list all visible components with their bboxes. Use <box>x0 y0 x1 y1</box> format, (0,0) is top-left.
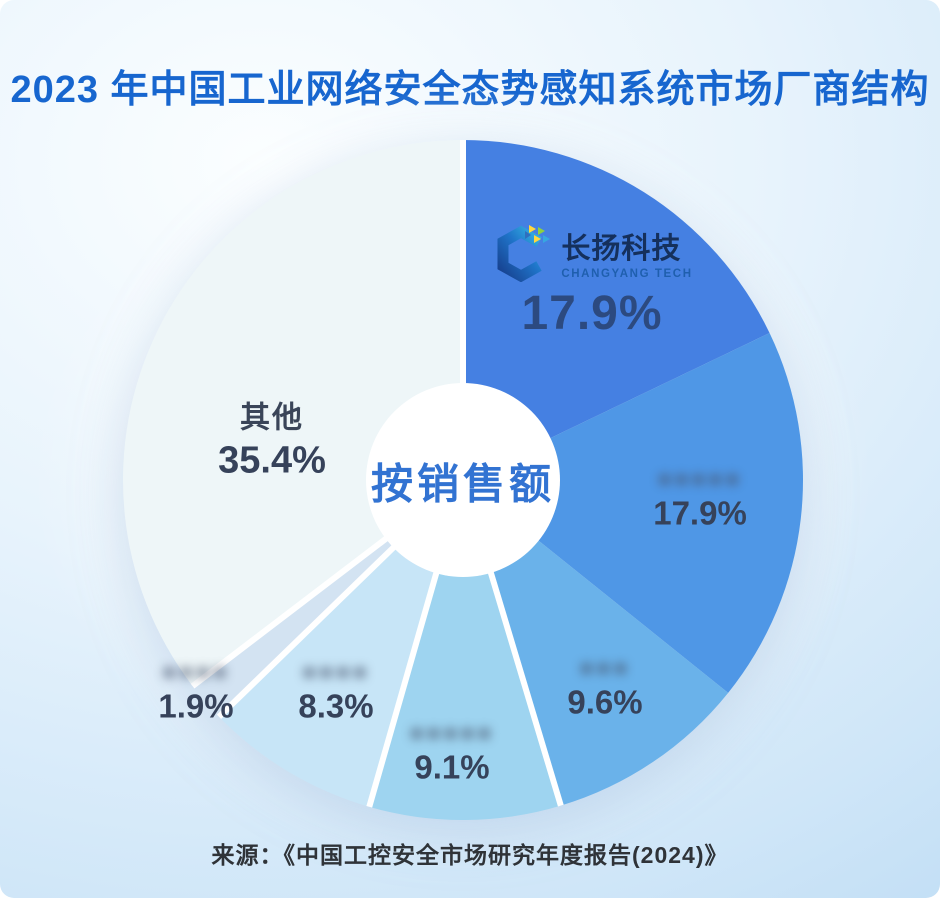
slice-label-5: ■■■■ 1.9% <box>158 658 233 725</box>
changyang-logo-cn: 长扬科技 <box>561 232 682 265</box>
vendor-share-value: 17.9% <box>653 494 747 532</box>
changyang-logo: 长扬科技 CHANGYANG TECH <box>480 222 704 282</box>
pie-slice-4 <box>219 480 463 807</box>
vendor-share-value: 8.3% <box>298 687 374 725</box>
pie-slice-1 <box>463 332 803 693</box>
slice-label-2: ■■■ 9.6% <box>567 654 642 721</box>
pie-slice-2 <box>463 480 729 806</box>
vendor-name-blurred: ■■■■ <box>302 658 370 685</box>
slice-label-3: ■■■■■ 9.1% <box>410 719 494 786</box>
changyang-logo-en: CHANGYANG TECH <box>561 267 693 280</box>
changyang-logo-text: 长扬科技 CHANGYANG TECH <box>561 225 692 280</box>
pie-slice-0 <box>463 140 770 480</box>
vendor-name: 其他 <box>240 401 304 435</box>
vendor-name-blurred: ■■■■ <box>162 658 230 685</box>
slice-label-1: ■■■■■ 17.9% <box>653 465 747 532</box>
source-note: 来源：《中国工控安全市场研究年度报告(2024)》 <box>211 842 729 868</box>
pie-slice-6 <box>122 139 463 687</box>
changyang-logo-mark <box>497 225 551 282</box>
donut-hole <box>366 383 560 577</box>
vendor-name-blurred: ■■■■■ <box>657 465 743 492</box>
vendor-name-blurred: ■■■■■ <box>409 719 495 746</box>
changyang-slice-label: 长扬科技 CHANGYANG TECH 17.9% <box>480 222 704 341</box>
slice-label-4: ■■■■ 8.3% <box>298 658 373 725</box>
pie-slice-3 <box>369 480 561 821</box>
pie-center-label: 按销售额 <box>370 460 556 508</box>
changyang-share-value: 17.9% <box>521 287 663 340</box>
vendor-share-value: 9.6% <box>567 683 643 721</box>
vendor-name-blurred: ■■■ <box>579 654 631 681</box>
vendor-share-value: 9.1% <box>414 748 490 786</box>
vendor-share-value: 35.4% <box>218 438 326 481</box>
slice-label-6: 其他 35.4% <box>218 401 326 482</box>
vendor-share-value: 1.9% <box>158 687 234 725</box>
